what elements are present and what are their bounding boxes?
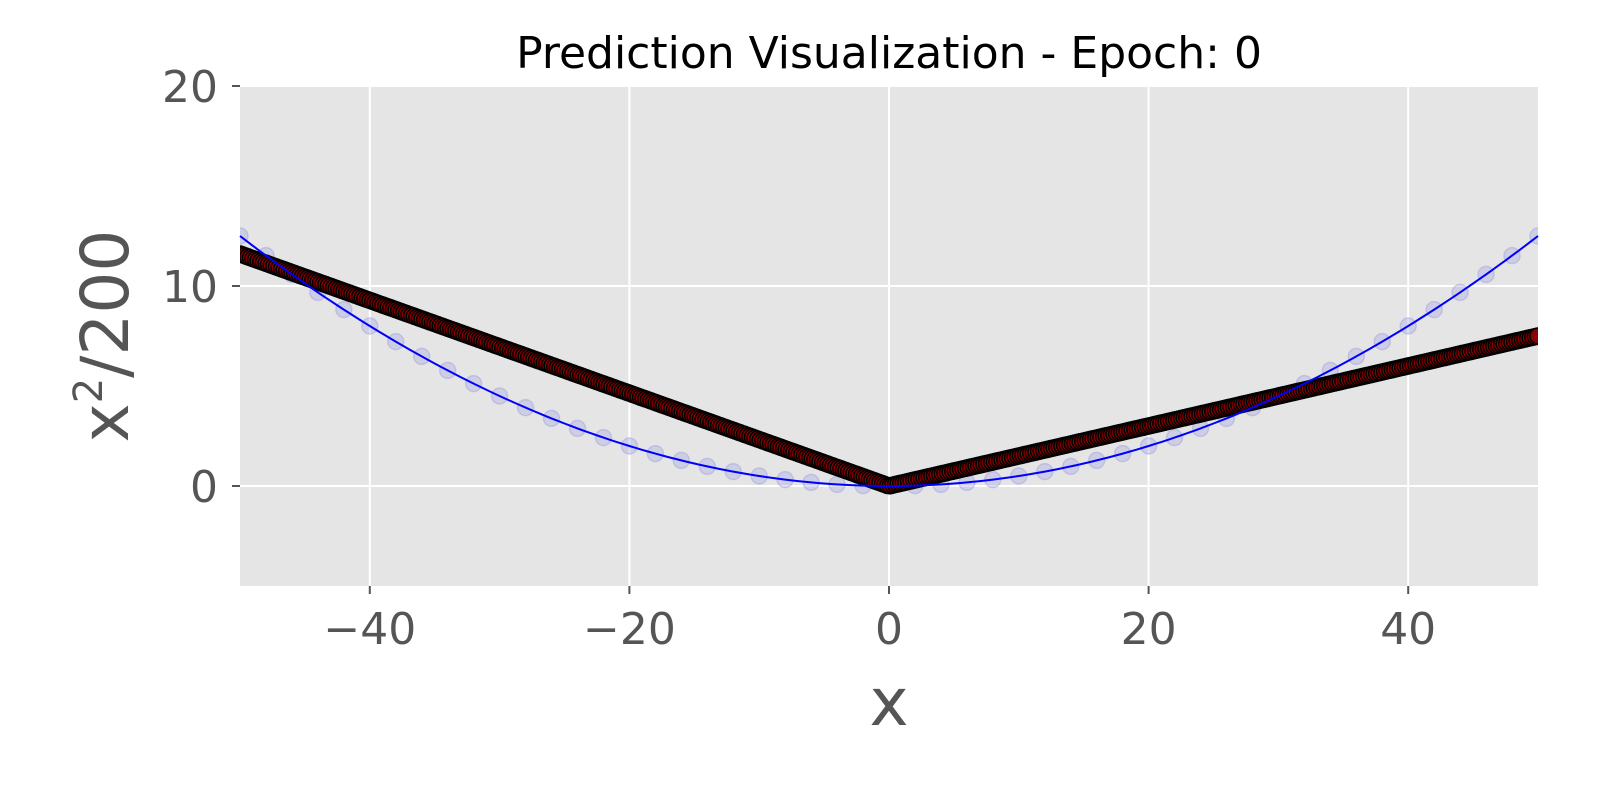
- y-tick-label: 0: [190, 462, 218, 513]
- y-tick-label: 20: [162, 62, 218, 113]
- y-axis-label: x2/200: [66, 230, 144, 443]
- x-tick-label: 0: [875, 604, 903, 655]
- x-axis: −40 −20 0 20 40: [323, 586, 1436, 655]
- y-axis: 0 10 20: [162, 62, 240, 513]
- target-curve: [239, 235, 1539, 488]
- y-axis-label-rest: /200: [67, 230, 144, 378]
- x-tick-label: 20: [1121, 604, 1177, 655]
- y-tick-label: 10: [162, 262, 218, 313]
- x-tick-label: −20: [583, 604, 676, 655]
- chart-title: Prediction Visualization - Epoch: 0: [516, 28, 1262, 79]
- x-tick-label: 40: [1380, 604, 1436, 655]
- prediction-points: [240, 245, 1538, 495]
- x-axis-label: x: [869, 664, 908, 741]
- x-tick-label: −40: [323, 604, 416, 655]
- prediction-point: [1529, 327, 1538, 345]
- y-axis-label-exponent: 2: [66, 378, 112, 403]
- y-axis-label-base: x: [67, 403, 144, 442]
